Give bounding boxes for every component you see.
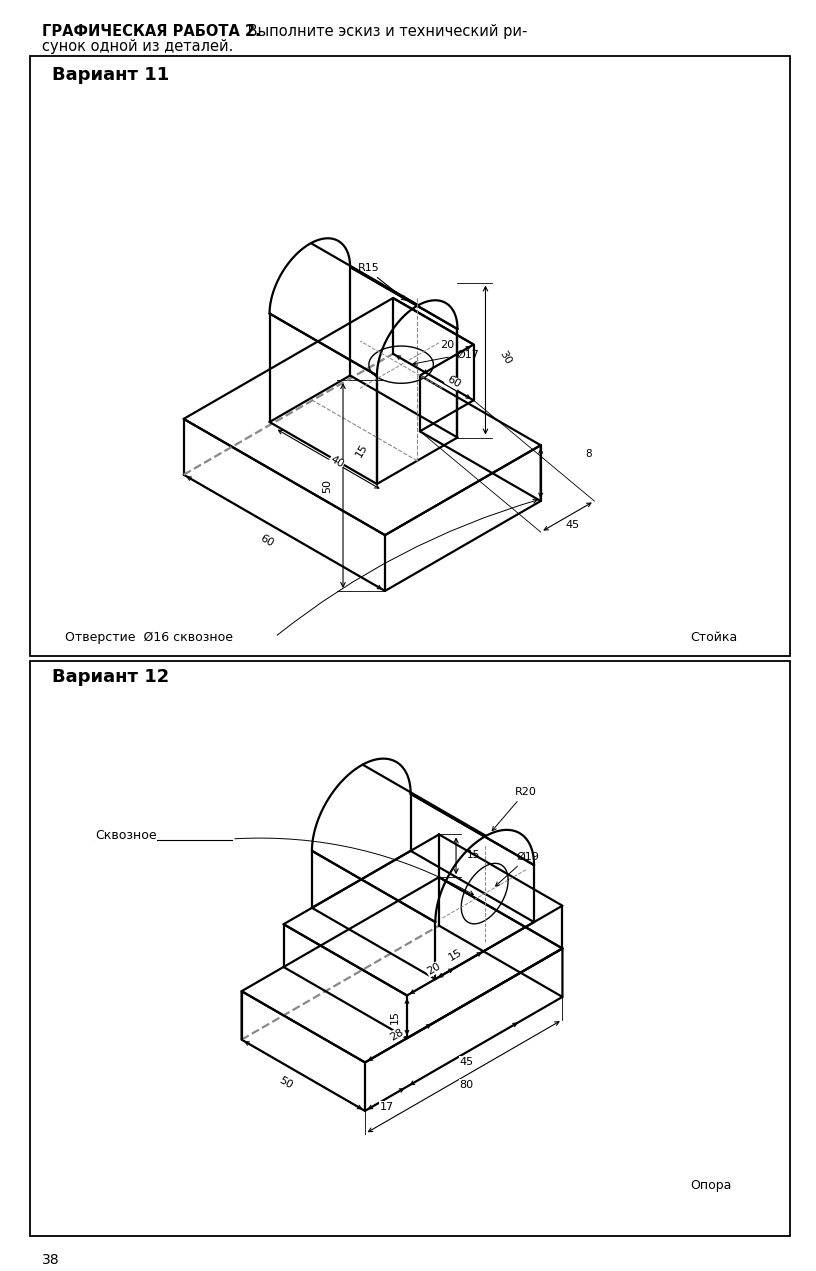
Text: 8: 8	[585, 449, 592, 459]
Text: сунок одной из деталей.: сунок одной из деталей.	[42, 39, 233, 53]
Text: Ø17: Ø17	[456, 350, 479, 360]
Text: 20: 20	[440, 341, 454, 350]
Text: 15: 15	[390, 1010, 400, 1024]
Text: 60: 60	[258, 533, 275, 549]
Text: 45: 45	[459, 1057, 474, 1066]
Bar	[30, 661, 790, 1235]
Text: 50: 50	[277, 1075, 294, 1091]
Text: 17: 17	[380, 1102, 394, 1112]
Text: 28: 28	[388, 1027, 406, 1042]
Text: Стойка: Стойка	[690, 632, 737, 644]
Text: Выполните эскиз и технический ри-: Выполните эскиз и технический ри-	[243, 24, 527, 39]
Text: 50: 50	[322, 479, 332, 493]
Bar	[30, 56, 790, 656]
Text: Вариант 11: Вариант 11	[52, 66, 169, 84]
Text: 20: 20	[425, 961, 442, 977]
Text: 30: 30	[498, 350, 513, 366]
Text: 40: 40	[328, 454, 345, 470]
Text: Отверстие  Ø16 сквозное: Отверстие Ø16 сквозное	[65, 632, 233, 644]
Text: R20: R20	[492, 787, 537, 831]
Text: ГРАФИЧЕСКАЯ РАБОТА 2.: ГРАФИЧЕСКАЯ РАБОТА 2.	[42, 24, 261, 39]
Text: Ø19: Ø19	[495, 852, 539, 886]
Text: 45: 45	[565, 520, 579, 530]
Text: 15: 15	[446, 947, 463, 962]
Text: R15: R15	[358, 263, 380, 273]
Text: Сквозное: Сквозное	[95, 830, 157, 843]
Text: Опора: Опора	[690, 1179, 731, 1192]
Text: 38: 38	[42, 1253, 60, 1267]
Text: 80: 80	[459, 1079, 474, 1089]
Text: 15: 15	[467, 850, 481, 859]
Text: Вариант 12: Вариант 12	[52, 669, 169, 686]
Text: 15: 15	[353, 442, 370, 459]
Text: 60: 60	[445, 374, 462, 390]
